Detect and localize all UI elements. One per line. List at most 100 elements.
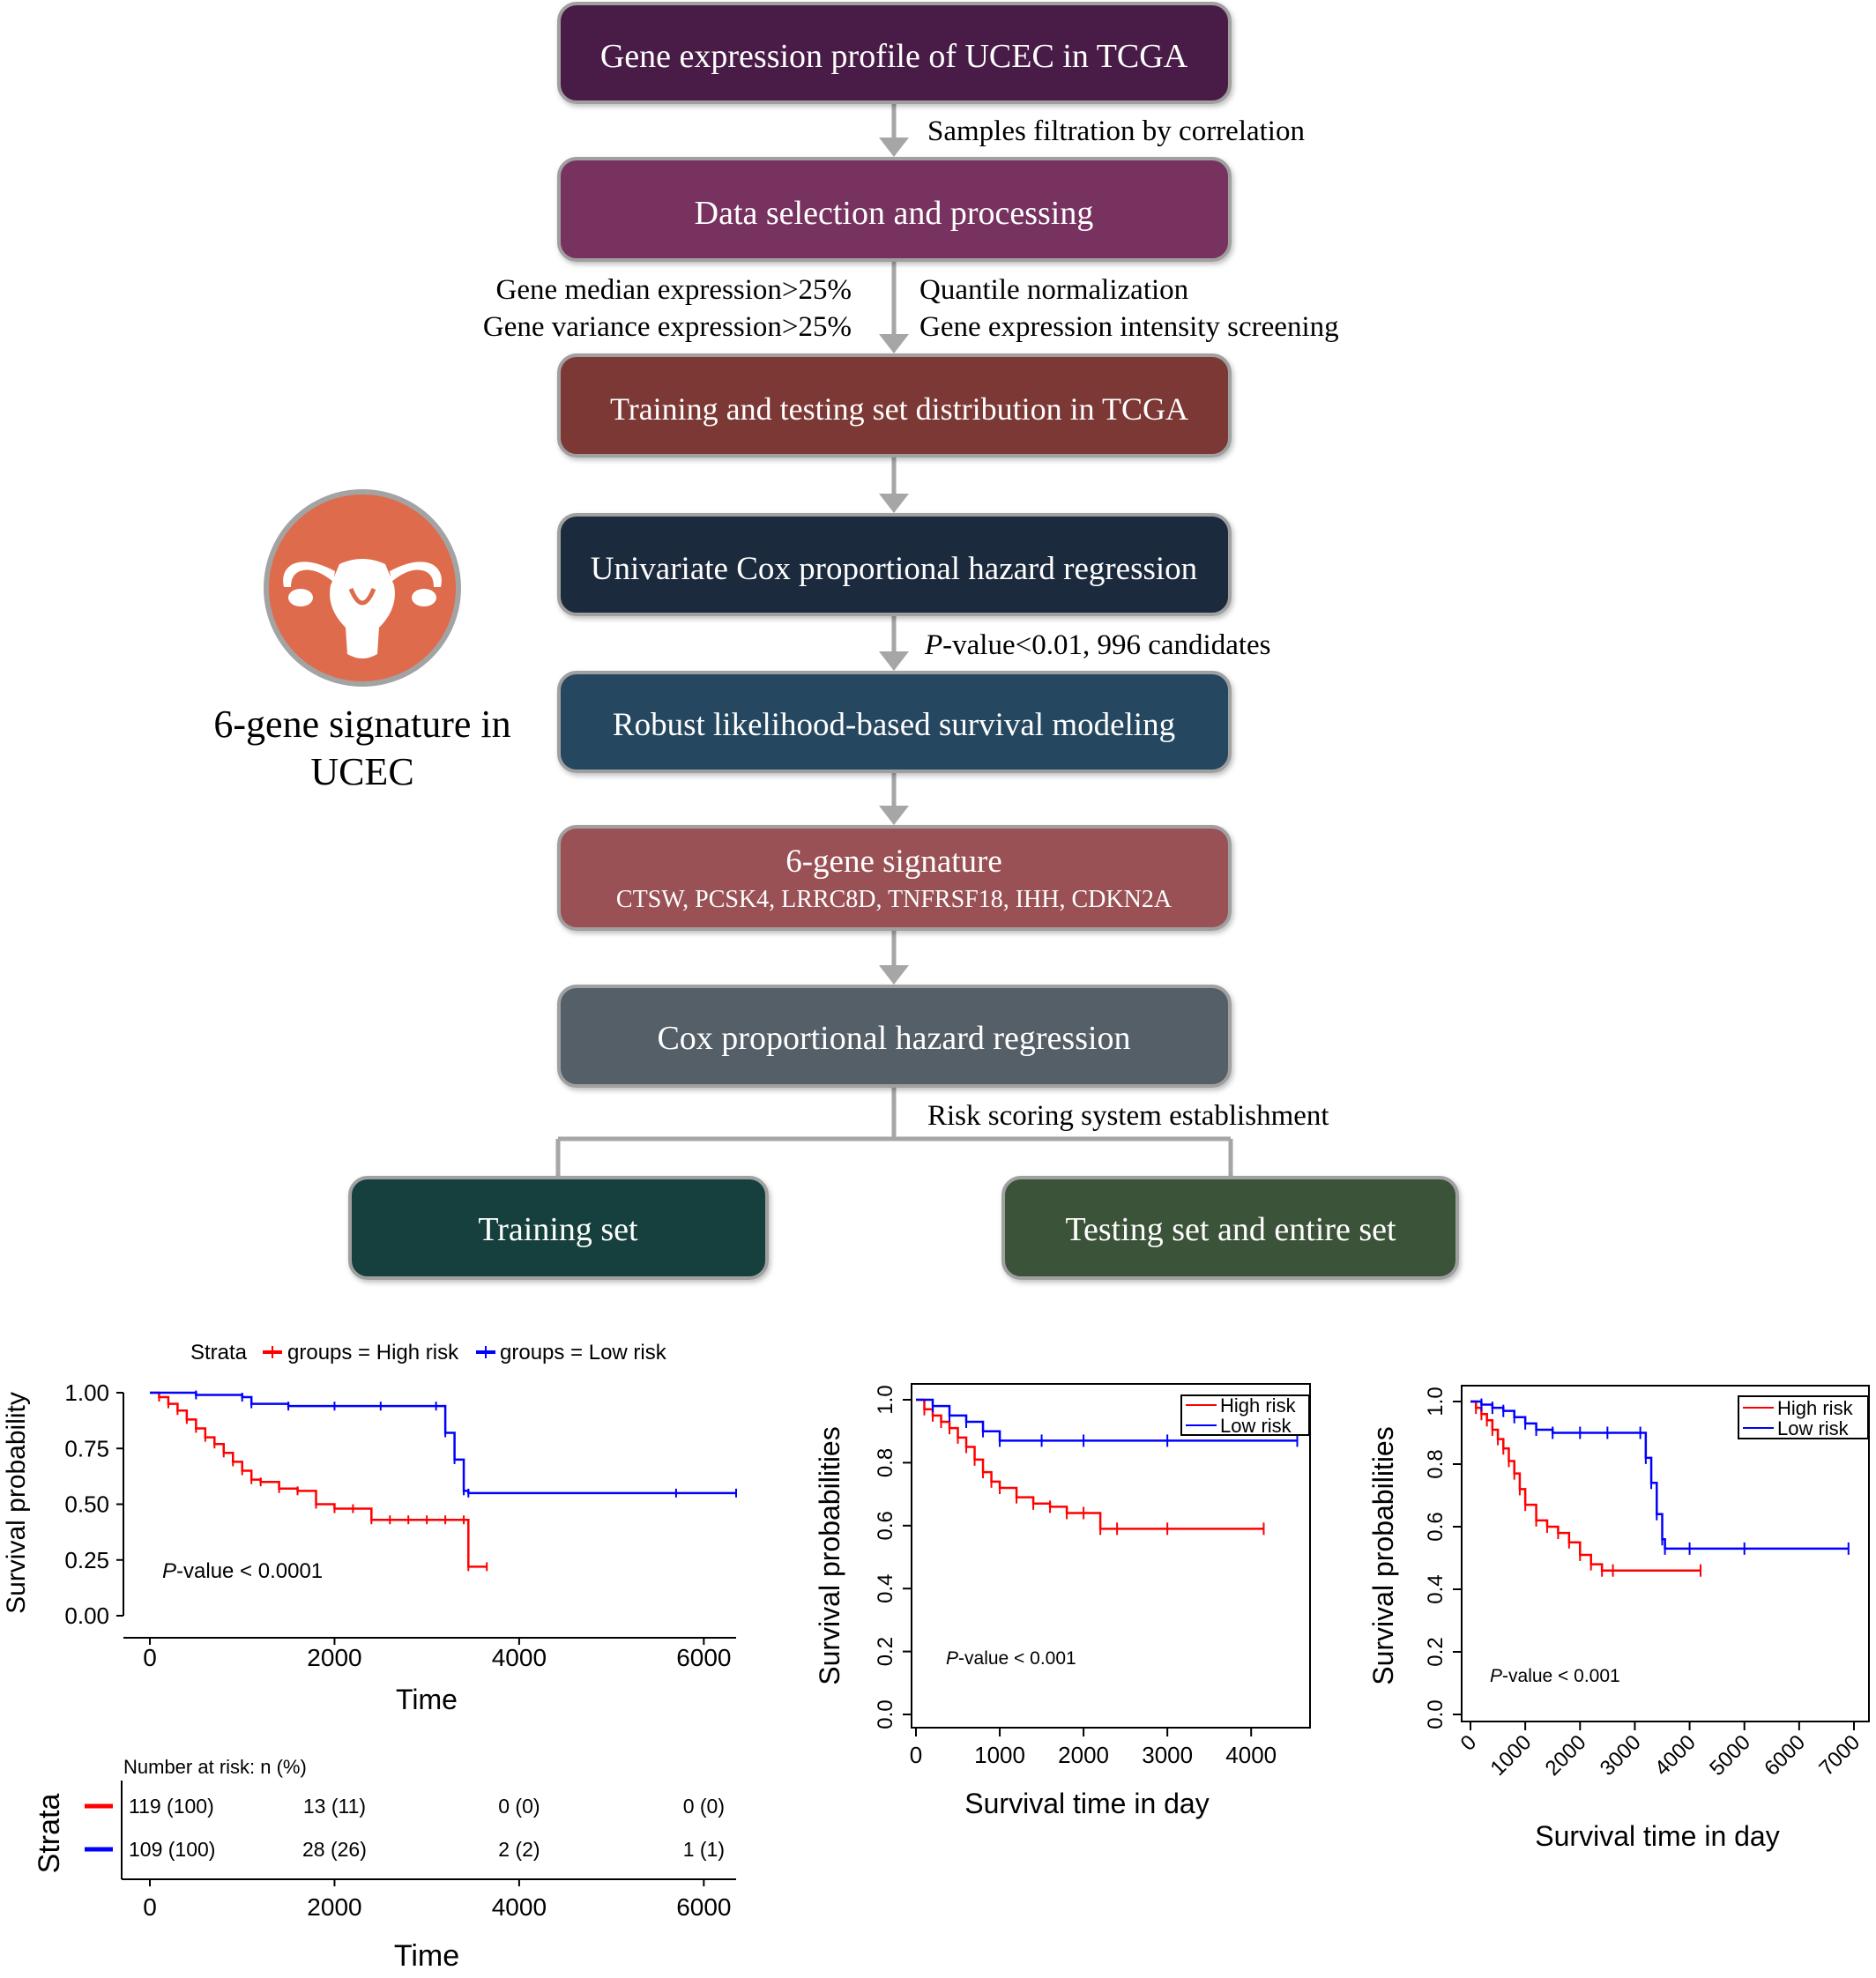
- km-entire-lines: [1470, 1398, 1850, 1577]
- km-testing-legend-box: [1180, 1394, 1310, 1436]
- km-training-lines: [150, 1390, 737, 1572]
- km-testing-xtick-label: 3000: [1142, 1742, 1193, 1768]
- side-title-line1: 6-gene signature in: [213, 703, 510, 746]
- risk-cell: 0 (0): [498, 1795, 540, 1818]
- box-training-label: Training set: [478, 1211, 638, 1248]
- flow-arrowhead: [879, 651, 909, 671]
- box-robust: Robust likelihood-based survival modelin…: [557, 671, 1232, 773]
- km-curve-high: [150, 1391, 488, 1568]
- box-signature: 6-gene signature CTSW, PCSK4, LRRC8D, TN…: [557, 825, 1232, 931]
- risk-cell: 2 (2): [498, 1838, 540, 1861]
- km-testing-frame: [911, 1383, 1311, 1729]
- km-training-xtick-label: 2000: [307, 1644, 361, 1671]
- km-entire-pvalue: P-value < 0.001: [1490, 1666, 1620, 1686]
- risk-cell: 28 (26): [302, 1838, 367, 1861]
- km-entire-xtick-label: 2000: [1541, 1730, 1591, 1781]
- km-testing-xtick-label: 2000: [1058, 1742, 1109, 1768]
- km-testing-lines: [916, 1398, 1299, 1536]
- risk-table-xtick-label: 0: [143, 1893, 157, 1921]
- km-training-xtick-label: 4000: [492, 1644, 547, 1671]
- flow-arrowhead: [879, 806, 909, 825]
- km-entire-legend-box: [1738, 1395, 1869, 1439]
- km-testing-axes: 0.0 0.2 0.4 0.6 0.8 1.0 0 1000 2000 3000 4000: [874, 1385, 1277, 1768]
- km-training-plot-area: [123, 1382, 736, 1625]
- risk-table-title: Number at risk: n (%): [123, 1756, 307, 1778]
- km-testing-legend-high: High risk: [1220, 1394, 1297, 1417]
- km-testing-chart: 0.0 0.2 0.4 0.6 0.8 1.0 0 1000 2000 3000 4000 High…: [814, 1383, 1311, 1819]
- km-testing-ytick-label: 0.4: [874, 1574, 897, 1603]
- flow-arrowhead: [879, 965, 909, 985]
- km-entire-xtick-label: 7000: [1814, 1730, 1865, 1781]
- risk-cell: 13 (11): [303, 1795, 366, 1818]
- box-distribution-shape: [557, 353, 1232, 457]
- km-testing-xtick-label: 4000: [1225, 1742, 1277, 1768]
- risk-table-xlabel: Time: [394, 1939, 459, 1973]
- km-entire-xtick-label: 1000: [1486, 1730, 1537, 1781]
- km-training-ytick-label: 0.50: [64, 1491, 109, 1518]
- box-cox-label: Cox proportional hazard regression: [657, 1020, 1130, 1057]
- risk-cell: 0 (0): [683, 1795, 725, 1818]
- risk-cell: 109 (100): [129, 1838, 215, 1861]
- risk-table-ylabel: Strata: [33, 1794, 66, 1874]
- box-selection: Data selection and processing: [557, 157, 1232, 262]
- box-selection-label: Data selection and processing: [695, 195, 1094, 232]
- km-training-ytick-label: 1.00: [64, 1379, 109, 1406]
- note-quantile: Quantile normalization: [919, 274, 1188, 306]
- km-testing-xlabel: Survival time in day: [964, 1788, 1209, 1819]
- km-curve-low: [150, 1391, 736, 1495]
- km-training-ytick-label: 0.75: [64, 1435, 109, 1461]
- km-training-pvalue-rest: -value < 0.0001: [176, 1559, 323, 1583]
- km-training-ylabel: Survival probability: [2, 1392, 31, 1614]
- km-entire-xlabel: Survival time in day: [1535, 1820, 1779, 1852]
- box-univariate: Univariate Cox proportional hazard regre…: [557, 513, 1232, 616]
- box-robust-label: Robust likelihood-based survival modelin…: [613, 707, 1175, 743]
- box-testing-label: Testing set and entire set: [1065, 1211, 1396, 1248]
- box-testing: Testing set and entire set: [1001, 1176, 1459, 1280]
- side-title-line2: UCEC: [310, 750, 413, 793]
- km-training-xtick-label: 0: [143, 1644, 157, 1671]
- flowchart: Gene expression profile of UCEC in TCGA …: [213, 2, 1459, 1280]
- risk-table-xtick-label: 6000: [676, 1893, 731, 1921]
- km-curve-low: [916, 1398, 1298, 1442]
- km-entire-ytick-label: 0.6: [1424, 1512, 1448, 1541]
- km-entire-xtick-label: 5000: [1705, 1730, 1755, 1781]
- box-training: Training set: [348, 1176, 769, 1280]
- km-entire-xtick-label: 3000: [1596, 1730, 1646, 1781]
- note-pvalue-rest: -value<0.01, 996 candidates: [942, 629, 1270, 661]
- note-variance: Gene variance expression>25%: [483, 311, 852, 343]
- box-cox-shape: [557, 985, 1232, 1088]
- flow-arrowhead: [879, 138, 909, 157]
- flow-arrowhead: [879, 334, 909, 353]
- box-profile-shape: [557, 2, 1232, 104]
- km-testing-pvalue: P-value < 0.001: [946, 1648, 1076, 1669]
- km-training-pvalue-italic: P: [162, 1559, 176, 1583]
- km-entire-ytick-label: 0.2: [1424, 1637, 1448, 1666]
- flow-connectors: [555, 102, 1233, 1178]
- risk-cell: 1 (1): [683, 1838, 725, 1861]
- uterus-icon: [264, 489, 461, 687]
- box-training-shape: [348, 1176, 769, 1280]
- flow-arrowhead: [879, 494, 909, 513]
- km-entire-ylabel: Survival probabilities: [1367, 1426, 1399, 1684]
- km-entire-legend: High risk Low risk: [1738, 1395, 1869, 1439]
- box-univariate-shape: [557, 513, 1232, 616]
- box-signature-genes: CTSW, PCSK4, LRRC8D, TNFRSF18, IHH, CDKN…: [616, 886, 1172, 913]
- km-training-legend-high: groups = High risk: [287, 1341, 459, 1365]
- km-testing-ytick-label: 0.2: [874, 1637, 897, 1666]
- km-testing-xtick-label: 0: [910, 1742, 922, 1768]
- box-signature-label: 6-gene signature: [785, 844, 1002, 880]
- km-entire-xtick-label: 4000: [1650, 1730, 1701, 1781]
- km-training-xlabel: Time: [396, 1684, 458, 1715]
- km-training-chart: 0.00 0.25 0.50 0.75 1.00 0 2000 4000 6000 Strata…: [2, 1341, 737, 1973]
- box-signature-shape: [557, 825, 1232, 931]
- km-entire-legend-low: Low risk: [1777, 1417, 1850, 1439]
- km-training-legend-title: Strata: [190, 1341, 248, 1365]
- note-median: Gene median expression>25%: [496, 274, 852, 306]
- risk-table-xtick-label: 4000: [492, 1893, 547, 1921]
- km-testing-xtick-label: 1000: [974, 1742, 1025, 1768]
- box-robust-shape: [557, 671, 1232, 773]
- km-training-ytick-label: 0.25: [64, 1547, 109, 1573]
- box-profile-label: Gene expression profile of UCEC in TCGA: [600, 38, 1188, 75]
- km-training-xtick-label: 6000: [676, 1644, 731, 1671]
